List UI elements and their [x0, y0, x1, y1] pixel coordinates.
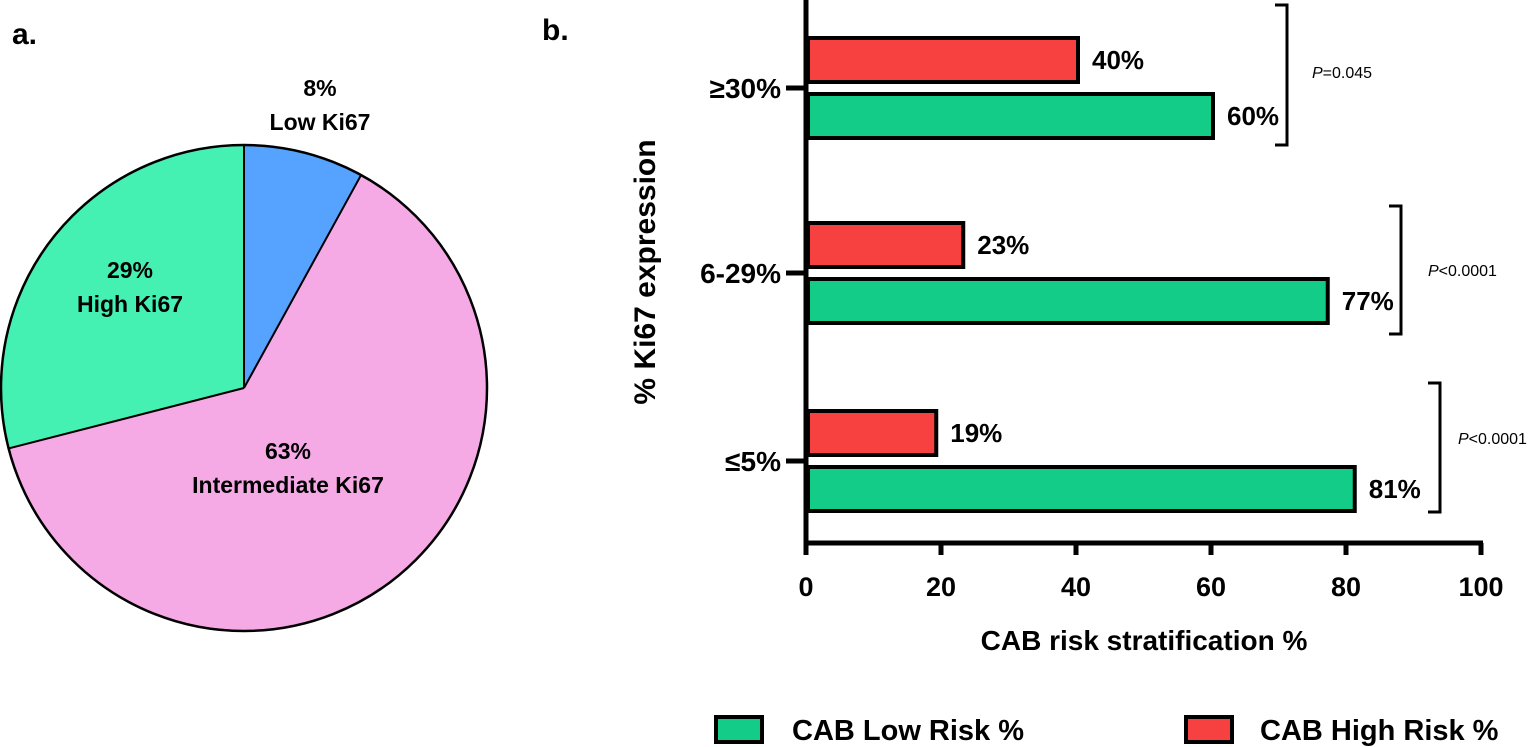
- p-value-symbol: P: [1458, 431, 1469, 448]
- bar-high-risk: [806, 221, 966, 269]
- x-tick-label: 60: [1196, 572, 1226, 602]
- bar-high-risk: [806, 36, 1080, 84]
- panel-a-label: a.: [12, 18, 37, 51]
- y-axis-label: % Ki67 expression: [629, 139, 662, 404]
- bar-value-label: 77%: [1342, 286, 1394, 316]
- p-value-label: P<0.0001: [1428, 263, 1497, 280]
- bar-high-risk: [806, 409, 939, 457]
- x-tick-label: 80: [1331, 572, 1361, 602]
- x-axis-label: CAB risk stratification %: [981, 625, 1308, 656]
- bar-value-label: 40%: [1092, 45, 1144, 75]
- pie-slice-separator: [8, 387, 245, 450]
- p-value-symbol: P: [1428, 263, 1439, 280]
- legend-swatch: [1184, 715, 1234, 744]
- legend: CAB Low Risk % CAB High Risk %: [714, 715, 1499, 747]
- p-value-text: =0.045: [1323, 65, 1372, 82]
- pie-percent-label: 29%: [107, 257, 153, 283]
- pie-slice-low-ki67: [244, 145, 362, 388]
- p-value-symbol: P: [1312, 65, 1323, 82]
- legend-label: CAB Low Risk %: [792, 715, 1024, 747]
- legend-label: CAB High Risk %: [1260, 715, 1499, 747]
- x-tick-label: 100: [1458, 572, 1503, 602]
- x-tick-label: 0: [798, 572, 813, 602]
- bar-low-risk: [806, 465, 1357, 513]
- p-value-text: <0.0001: [1469, 431, 1527, 448]
- significance-bracket: [1428, 381, 1442, 514]
- pie-slice-label: Intermediate Ki67: [192, 472, 384, 498]
- pie-percent-label: 63%: [265, 438, 311, 464]
- pie-slice-high-ki67: [0, 144, 244, 449]
- bar-value-label: 60%: [1227, 101, 1279, 131]
- pie-slice-separator: [243, 174, 362, 389]
- x-tick-label: 20: [926, 572, 956, 602]
- x-tick-label: 40: [1061, 572, 1091, 602]
- y-tick-label: 6-29%: [700, 258, 781, 289]
- pie-chart: 8% Low Ki67 63% Intermediate Ki67 29% High Ki…: [0, 75, 489, 633]
- significance-bracket: [1275, 3, 1289, 147]
- pie-slice-label: High Ki67: [77, 291, 183, 317]
- pie-percent-label: 8%: [303, 75, 336, 101]
- bar-value-label: 81%: [1369, 474, 1421, 504]
- bar-low-risk: [806, 92, 1215, 140]
- bar-chart: 0 20 40 60 80 100 CAB risk stratification % % K…: [629, 0, 1527, 656]
- p-value-label: P<0.0001: [1458, 431, 1527, 448]
- pie-slice-label: Low Ki67: [270, 109, 371, 135]
- p-value-label: P=0.045: [1312, 65, 1372, 82]
- pie-slice-intermediate-ki67: [8, 175, 487, 631]
- bar-value-label: 19%: [950, 418, 1002, 448]
- bar-low-risk: [806, 277, 1330, 325]
- y-tick-label: ≥30%: [710, 73, 782, 104]
- legend-swatch: [714, 715, 764, 744]
- y-tick-label: ≤5%: [725, 446, 781, 477]
- significance-bracket: [1389, 204, 1403, 336]
- p-value-text: <0.0001: [1439, 263, 1497, 280]
- panel-b-label: b.: [542, 14, 569, 47]
- bar-value-label: 23%: [977, 230, 1029, 260]
